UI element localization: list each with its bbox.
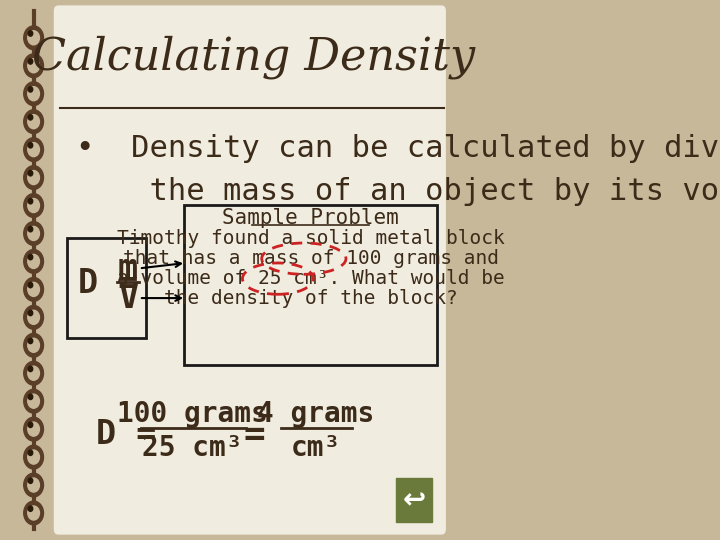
FancyBboxPatch shape: [67, 238, 145, 338]
Circle shape: [24, 166, 43, 190]
Circle shape: [28, 450, 32, 455]
Circle shape: [28, 31, 40, 45]
Text: 100 grams: 100 grams: [117, 400, 268, 428]
Circle shape: [28, 199, 40, 213]
Text: 25 cm³: 25 cm³: [143, 434, 243, 462]
Circle shape: [24, 306, 43, 329]
Text: ↩: ↩: [402, 486, 426, 514]
Circle shape: [24, 445, 43, 469]
Text: that has a mass of 100 grams and: that has a mass of 100 grams and: [122, 249, 498, 268]
Circle shape: [24, 361, 43, 385]
Circle shape: [28, 87, 40, 101]
FancyBboxPatch shape: [184, 205, 437, 364]
Circle shape: [28, 282, 32, 288]
Circle shape: [24, 333, 43, 357]
Circle shape: [28, 114, 32, 120]
Circle shape: [24, 389, 43, 413]
FancyBboxPatch shape: [54, 5, 446, 535]
Circle shape: [28, 506, 32, 511]
Circle shape: [24, 249, 43, 273]
Circle shape: [28, 31, 32, 36]
Circle shape: [28, 226, 32, 232]
Circle shape: [28, 226, 40, 240]
Circle shape: [28, 450, 40, 464]
Circle shape: [28, 310, 40, 325]
Circle shape: [28, 59, 40, 73]
Circle shape: [28, 143, 32, 148]
Circle shape: [28, 478, 40, 492]
Circle shape: [24, 110, 43, 133]
Circle shape: [28, 366, 40, 380]
Circle shape: [28, 199, 32, 204]
Circle shape: [24, 138, 43, 161]
Circle shape: [28, 254, 32, 260]
Circle shape: [28, 506, 40, 520]
Circle shape: [28, 422, 32, 428]
Circle shape: [24, 278, 43, 301]
Circle shape: [28, 114, 40, 129]
Text: D =: D =: [78, 267, 159, 300]
Text: a volume of 25 cm³. What would be: a volume of 25 cm³. What would be: [117, 269, 505, 288]
Text: =: =: [243, 418, 266, 451]
Circle shape: [28, 394, 32, 400]
Text: D =: D =: [96, 418, 177, 451]
Text: •  Density can be calculated by dividing: • Density can be calculated by dividing: [76, 134, 720, 163]
Circle shape: [24, 417, 43, 441]
Circle shape: [24, 82, 43, 106]
Circle shape: [24, 221, 43, 245]
Circle shape: [28, 366, 32, 372]
Circle shape: [28, 310, 32, 316]
Circle shape: [28, 254, 40, 268]
Circle shape: [28, 478, 32, 483]
Text: Timothy found a solid metal block: Timothy found a solid metal block: [117, 229, 505, 248]
Text: Calculating Density: Calculating Density: [32, 35, 474, 78]
Circle shape: [28, 87, 32, 92]
Text: V: V: [117, 281, 138, 315]
Circle shape: [24, 54, 43, 78]
Circle shape: [24, 473, 43, 497]
Text: 4 grams: 4 grams: [257, 400, 374, 428]
FancyBboxPatch shape: [396, 478, 433, 522]
Circle shape: [28, 143, 40, 157]
Text: cm³: cm³: [291, 434, 341, 462]
Text: the mass of an object by its volume: the mass of an object by its volume: [76, 177, 720, 206]
Circle shape: [28, 422, 40, 436]
Circle shape: [28, 282, 40, 296]
Circle shape: [28, 394, 40, 408]
Text: m: m: [117, 252, 138, 285]
Circle shape: [28, 338, 40, 352]
Circle shape: [28, 338, 32, 343]
Circle shape: [24, 26, 43, 50]
Circle shape: [28, 171, 40, 185]
Circle shape: [28, 59, 32, 64]
Circle shape: [28, 171, 32, 176]
Text: Sample Problem: Sample Problem: [222, 207, 399, 228]
Circle shape: [24, 501, 43, 525]
Circle shape: [24, 194, 43, 218]
Text: the density of the block?: the density of the block?: [163, 289, 457, 308]
